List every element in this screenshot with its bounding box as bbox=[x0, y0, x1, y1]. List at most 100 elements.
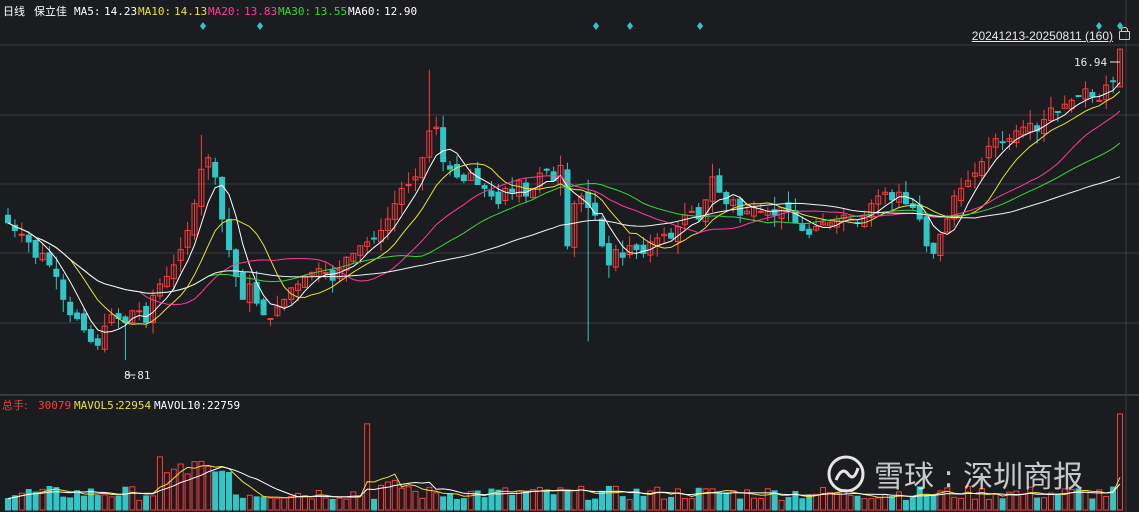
ma30-line bbox=[7, 142, 1121, 294]
candle-up bbox=[529, 187, 536, 199]
candle-up bbox=[661, 233, 668, 237]
candle-up bbox=[820, 222, 827, 226]
volume-bar-up bbox=[1020, 493, 1027, 511]
volume-bar-down bbox=[239, 497, 246, 511]
candle-up bbox=[101, 325, 108, 350]
high-price-marker: 16.94 bbox=[1074, 56, 1108, 69]
candle-up bbox=[350, 252, 357, 262]
candle-up bbox=[958, 187, 965, 202]
volume-bar-up bbox=[419, 497, 426, 511]
volume-bar-down bbox=[329, 498, 336, 511]
volume-bar-up bbox=[377, 484, 384, 511]
volume-bar-up bbox=[958, 497, 965, 511]
volume-bar-down bbox=[67, 497, 74, 511]
event-marker-icon bbox=[593, 22, 599, 30]
candle-up bbox=[288, 287, 295, 300]
volume-bar-up bbox=[412, 490, 419, 511]
volume-bar-up bbox=[813, 493, 820, 511]
volume-bar-down bbox=[592, 498, 599, 511]
candle-down bbox=[440, 127, 447, 163]
candle-up bbox=[384, 218, 391, 231]
volume-bar-down bbox=[523, 491, 530, 511]
mavol10-label: MAVOL10: bbox=[154, 399, 207, 412]
volume-bar-up bbox=[177, 463, 184, 511]
candle-up bbox=[301, 275, 308, 289]
volume-bar-up bbox=[516, 490, 523, 511]
candle-down bbox=[716, 175, 723, 193]
volume-bar-down bbox=[509, 494, 516, 511]
candle-up bbox=[1041, 118, 1048, 134]
volume-bar-up bbox=[730, 490, 737, 511]
volume-bar-up bbox=[364, 423, 371, 511]
date-range-label[interactable]: 20241213-20250811 (160) bbox=[971, 29, 1113, 43]
candle-up bbox=[267, 317, 274, 320]
candle-down bbox=[509, 188, 516, 193]
volume-bar-up bbox=[868, 498, 875, 511]
volume-bar-up bbox=[398, 487, 405, 511]
volume-total-label: 总手: bbox=[2, 399, 28, 412]
candle-down bbox=[1075, 95, 1082, 98]
volume-bar-up bbox=[322, 497, 329, 511]
candle-down bbox=[371, 237, 378, 240]
candle-down bbox=[619, 252, 626, 258]
ma60-label: MA60: bbox=[348, 5, 382, 18]
volume-bar-down bbox=[460, 498, 467, 511]
volume-bar-up bbox=[861, 498, 868, 511]
volume-bar-up bbox=[571, 489, 578, 511]
candle-down bbox=[999, 141, 1006, 144]
candle-down bbox=[633, 244, 640, 251]
volume-bar-up bbox=[405, 486, 412, 511]
candle-down bbox=[1110, 80, 1117, 83]
volume-bar-up bbox=[295, 492, 302, 511]
candle-up bbox=[978, 161, 985, 177]
candle-up bbox=[419, 157, 426, 178]
volume-bar-up bbox=[1082, 489, 1089, 511]
candle-up bbox=[108, 314, 115, 323]
volume-bar-up bbox=[281, 497, 288, 511]
candle-up bbox=[391, 203, 398, 220]
lock-icon[interactable] bbox=[1119, 27, 1130, 40]
candle-down bbox=[799, 224, 806, 231]
volume-bar-down bbox=[723, 492, 730, 511]
volume-bar-down bbox=[143, 495, 150, 511]
candle-down bbox=[94, 338, 101, 346]
event-marker-icon bbox=[697, 22, 703, 30]
candle-down bbox=[771, 209, 778, 216]
volume-bar-up bbox=[674, 488, 681, 511]
candle-down bbox=[239, 272, 246, 300]
candle-down bbox=[219, 176, 226, 220]
candle-up bbox=[730, 199, 737, 207]
candle-up bbox=[516, 180, 523, 197]
volume-bar-down bbox=[46, 486, 53, 511]
candle-up bbox=[129, 310, 136, 324]
candle-up bbox=[1096, 99, 1103, 102]
volume-bar-up bbox=[150, 495, 157, 511]
ma5-label: MA5: bbox=[74, 5, 101, 18]
candle-down bbox=[25, 234, 32, 243]
candle-up bbox=[398, 187, 405, 205]
volume-bar-down bbox=[481, 497, 488, 511]
volume-bar-up bbox=[626, 499, 633, 511]
volume-bar-up bbox=[156, 456, 163, 511]
candle-up bbox=[688, 210, 695, 213]
candle-down bbox=[260, 299, 267, 316]
mavol5-line bbox=[7, 464, 1121, 500]
volume-bar-up bbox=[301, 495, 308, 511]
ma20-label: MA20: bbox=[208, 5, 242, 18]
volume-bar-down bbox=[1075, 488, 1082, 511]
period-label[interactable]: 日线 bbox=[3, 5, 25, 18]
candle-down bbox=[80, 313, 87, 331]
candle-up bbox=[412, 176, 419, 181]
volume-bar-up bbox=[661, 498, 668, 511]
volume-bar-down bbox=[633, 488, 640, 511]
volume-bar-up bbox=[246, 494, 253, 511]
candle-down bbox=[668, 232, 675, 239]
volume-bar-down bbox=[889, 496, 896, 511]
candle-up bbox=[1020, 126, 1027, 136]
candle-down bbox=[329, 269, 336, 281]
candle-up bbox=[136, 310, 143, 313]
candle-down bbox=[598, 218, 605, 247]
volume-bar-up bbox=[1096, 489, 1103, 511]
volume-bar-up bbox=[965, 485, 972, 511]
